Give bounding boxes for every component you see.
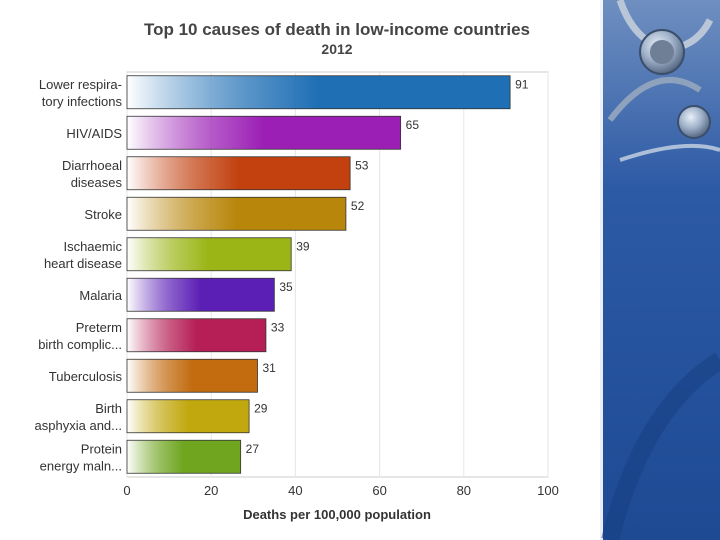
bar-value-label: 33 xyxy=(271,320,285,334)
bar xyxy=(126,318,267,353)
y-category-label: Tuberculosis xyxy=(49,369,123,384)
x-axis-label: Deaths per 100,000 population xyxy=(243,507,431,522)
y-category-label: Lower respira-tory infections xyxy=(39,77,123,109)
y-category-label: Diarrhoeal diseases xyxy=(62,158,122,190)
bar xyxy=(126,358,258,393)
bar-value-label: 31 xyxy=(263,361,277,375)
y-category-label: Preterm birth complic... xyxy=(38,320,122,352)
chart-title: Top 10 causes of death in low-income cou… xyxy=(144,20,530,39)
y-category-label: Ischaemic heart disease xyxy=(44,239,123,271)
bar xyxy=(126,399,250,434)
y-category-label: Malaria xyxy=(79,288,122,303)
x-tick-label: 0 xyxy=(123,483,130,498)
bar xyxy=(126,439,242,474)
bar xyxy=(126,277,275,312)
bar-value-label: 39 xyxy=(296,239,310,253)
bar xyxy=(126,115,402,150)
bar xyxy=(126,156,351,191)
bar-value-label: 53 xyxy=(355,158,369,172)
bar xyxy=(126,196,347,231)
bar xyxy=(126,237,292,272)
x-tick-label: 40 xyxy=(288,483,302,498)
x-tick-label: 100 xyxy=(537,483,559,498)
y-category-label: Stroke xyxy=(84,207,122,222)
x-tick-label: 80 xyxy=(457,483,471,498)
bar-value-label: 35 xyxy=(279,280,293,294)
y-category-label: Birth asphyxia and... xyxy=(35,401,122,433)
bar-value-label: 65 xyxy=(406,118,420,132)
y-category-label: Protein energy maln... xyxy=(40,441,122,473)
bar-value-label: 29 xyxy=(254,401,268,415)
x-tick-label: 20 xyxy=(204,483,218,498)
bar-value-label: 27 xyxy=(246,442,260,456)
bar-value-label: 91 xyxy=(515,77,529,91)
y-category-label: HIV/AIDS xyxy=(66,126,122,141)
bar xyxy=(126,75,511,110)
chart-subtitle: 2012 xyxy=(321,41,352,57)
stethoscope-icon xyxy=(600,0,720,540)
x-tick-label: 60 xyxy=(372,483,386,498)
bar-value-label: 52 xyxy=(351,199,365,213)
